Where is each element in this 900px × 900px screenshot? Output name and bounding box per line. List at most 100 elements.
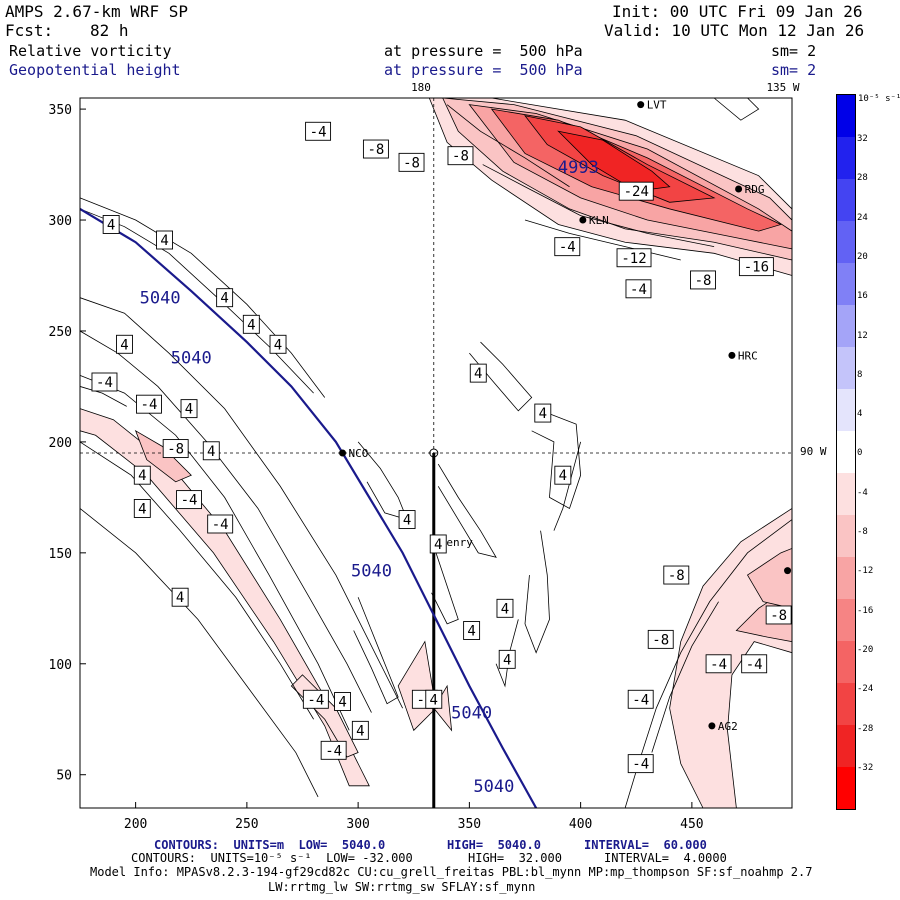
- y-tick-label: 300: [49, 214, 72, 229]
- footer-model-info: Model Info: MPASv8.2.3-194-gf29cd82c CU:…: [90, 865, 813, 879]
- vorticity-label-box: [305, 121, 332, 141]
- vorticity-label-box: [302, 689, 329, 709]
- colorbar-tick-label: 32: [857, 134, 868, 144]
- field2-level: at pressure = 500 hPa: [384, 61, 583, 79]
- vorticity-label: -4: [141, 397, 158, 413]
- vorticity-label-box: [176, 490, 202, 510]
- vorticity-label-box: [469, 363, 487, 383]
- height-contour-layer: [79, 207, 538, 809]
- colorbar-swatch: [837, 725, 855, 767]
- vorticity-label-box: [334, 692, 351, 711]
- vorticity-label-box: [554, 465, 572, 485]
- lon-label-135w: 135 W: [766, 81, 799, 94]
- map-frame: [79, 97, 793, 809]
- vorticity-label-box: [765, 605, 792, 625]
- colorbar-tick-label: 24: [857, 212, 868, 223]
- station-label: AG2: [718, 720, 738, 733]
- vorticity-label-box: [705, 654, 732, 674]
- vorticity-contour-line: [524, 530, 550, 654]
- vorticity-contour-line: [524, 219, 681, 261]
- vorticity-label: 4: [467, 624, 475, 640]
- vorticity-contour-line: [79, 297, 403, 709]
- station-label: KLN: [589, 214, 609, 227]
- y-tick-label: 350: [49, 103, 72, 118]
- colorbar-tick-label: -12: [857, 566, 874, 577]
- vorticity-label: -4: [212, 517, 229, 533]
- vorticity-label: 4: [185, 402, 193, 418]
- colorbar-swatch: [837, 179, 855, 221]
- vorticity-label: 4: [138, 501, 146, 517]
- colorbar-swatch: [837, 347, 855, 389]
- height-label: 5040: [171, 349, 212, 369]
- vorticity-label: 4: [403, 513, 411, 529]
- vorticity-label-box: [180, 399, 198, 419]
- model-title: AMPS 2.67-km WRF SP: [5, 2, 189, 21]
- vorticity-label: -4: [559, 240, 576, 256]
- colorbar-swatch: [837, 515, 855, 557]
- colorbar-tick-label: -20: [857, 644, 874, 655]
- x-tick-label: 450: [680, 817, 703, 832]
- vorticity-contour-line: [79, 508, 319, 798]
- field1-smoothing: sm= 2: [771, 42, 817, 60]
- vorticity-label-box: [627, 689, 654, 709]
- vorticity-label-box: [398, 152, 425, 172]
- vorticity-label-box: [133, 465, 151, 485]
- footer-physics: LW:rrtmg_lw SW:rrtmg_sw SFLAY:sf_mynn: [268, 880, 536, 894]
- vorticity-label: 4: [107, 217, 115, 233]
- vorticity-label-box: [554, 237, 581, 257]
- vorticity-label-box: [738, 257, 774, 277]
- vorticity-label-box: [616, 248, 652, 268]
- colorbar-swatch: [837, 683, 855, 725]
- vorticity-label: 4: [138, 468, 146, 484]
- y-tick-label: 50: [56, 769, 72, 784]
- station-marker: [735, 185, 743, 193]
- vorticity-label-box: [207, 514, 234, 534]
- vorticity-label: 4: [559, 468, 567, 484]
- field2-smoothing: sm= 2: [771, 61, 817, 79]
- vorticity-label: -8: [770, 608, 787, 624]
- vorticity-contour-line: [446, 104, 570, 188]
- vorticity-label-box: [690, 270, 716, 290]
- y-tick-label: 150: [49, 547, 72, 562]
- vorticity-contour-line: [495, 619, 519, 688]
- footer-height-interval: INTERVAL= 60.000: [584, 838, 707, 852]
- height-label: 5040: [473, 777, 514, 797]
- colorbar-tick-label: -4: [857, 487, 868, 498]
- vorticity-label: 4: [120, 337, 128, 353]
- pole-marker: [429, 448, 439, 458]
- colorbar-swatch: [837, 641, 855, 683]
- vorticity-label-box: [398, 510, 416, 530]
- vorticity-label: -8: [695, 273, 712, 289]
- vorticity-label: -8: [403, 155, 420, 171]
- field2-name: Geopotential height: [9, 61, 181, 79]
- station-marker: [637, 101, 645, 109]
- vorticity-label: -16: [744, 260, 769, 276]
- colorbar-tick-label: 16: [857, 291, 868, 302]
- vorticity-label: 4: [338, 695, 346, 711]
- vorticity-label: 4: [474, 366, 482, 382]
- vorticity-label-box: [362, 139, 389, 159]
- x-tick-label: 350: [458, 817, 481, 832]
- station-marker: [784, 567, 792, 575]
- vorticity-label: -4: [632, 757, 649, 773]
- vorticity-label: 4: [434, 537, 442, 553]
- lon-label-90w: 90 W: [800, 445, 827, 458]
- footer-height-contours: CONTOURS: UNITS=m LOW= 5040.0: [154, 838, 386, 852]
- vorticity-label-box: [202, 441, 220, 461]
- vorticity-label-box: [91, 372, 118, 392]
- vorticity-label-box: [269, 334, 287, 354]
- lon-label-180: 180: [411, 81, 431, 94]
- vorticity-label: -8: [367, 142, 384, 158]
- vorticity-contour-line: [79, 330, 372, 713]
- footer-vort-interval: INTERVAL= 4.0000: [604, 851, 727, 865]
- vorticity-label: 4: [503, 652, 511, 668]
- vorticity-label: -4: [96, 375, 113, 391]
- colorbar-swatch: [837, 95, 855, 137]
- vorticity-map: LVT RDG KLN HRC NCO Henry AG2 -4 -8 -8 -8 -24 -4 -12…: [49, 81, 827, 832]
- height-label: 4993: [558, 158, 599, 178]
- vorticity-label-box: [625, 279, 652, 299]
- height-label: 5040: [351, 562, 392, 582]
- vorticity-label-box: [320, 740, 347, 760]
- vorticity-label-box: [618, 181, 654, 201]
- vorticity-label: 4: [160, 233, 168, 249]
